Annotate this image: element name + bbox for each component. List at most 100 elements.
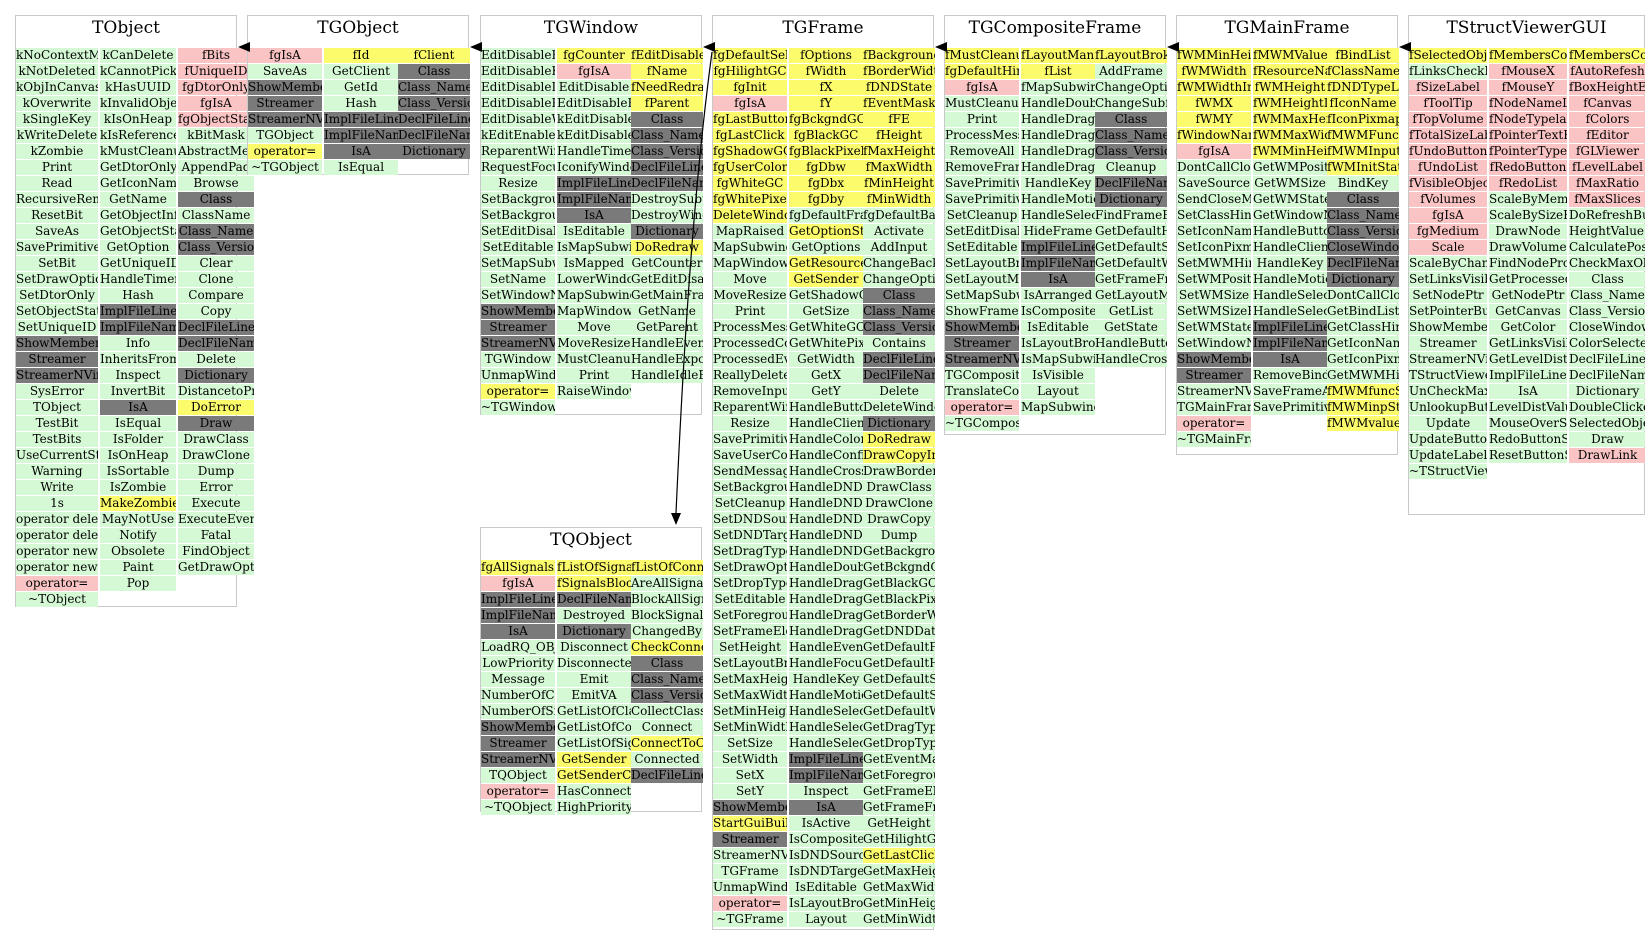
member-item: Class_Name — [178, 224, 254, 239]
member-item: fNeedRedraw — [631, 80, 703, 95]
member-column: fBindListfClassNamefDNDTypeListfIconName… — [1327, 48, 1399, 432]
member-item: DrawLink — [1569, 448, 1645, 463]
member-item: operator= — [248, 144, 322, 159]
member-item: Execute — [178, 496, 254, 511]
member-item: SaveFrameAsCodeOrImage — [1253, 384, 1327, 399]
member-item: UnmapWindow — [481, 368, 555, 383]
member-item: Connect — [631, 720, 703, 735]
member-item: kInvalidObject — [100, 96, 176, 111]
member-item: Fatal — [178, 528, 254, 543]
member-item: GetDefaultWidth — [863, 704, 935, 719]
member-item: HandleDragLeave — [1021, 144, 1095, 159]
member-item: fRedoList — [1489, 176, 1567, 191]
member-item: Class — [1095, 112, 1167, 127]
member-item: Inspect — [789, 784, 863, 799]
member-item: StreamerNVirtual — [713, 848, 787, 863]
member-item: StartGuiBuilding — [713, 816, 787, 831]
member-item: fSelectedObject — [1409, 48, 1487, 63]
member-item: DontCallClose — [1327, 288, 1399, 303]
member-item: ScaleByChangedSlot — [1409, 256, 1487, 271]
member-item: GetDefaultSize — [1095, 240, 1167, 255]
member-item: Streamer — [481, 736, 555, 751]
member-item: fBindList — [1327, 48, 1399, 63]
member-item: fWMX — [1177, 96, 1251, 111]
member-column: fMembersCountLabelfAutoRefeshfBoxHeightE… — [1569, 48, 1645, 464]
member-item: fGLViewer — [1569, 144, 1645, 159]
member-item: DrawBorder — [863, 464, 935, 479]
member-item: MapWindow — [713, 256, 787, 271]
member-item: fgIsA — [1177, 144, 1251, 159]
member-item: Dictionary — [1095, 192, 1167, 207]
member-item: Disconnect — [557, 640, 631, 655]
member-item: IsLayoutBroken — [1021, 336, 1095, 351]
member-item: fBorderWidth — [863, 64, 935, 79]
member-item: Resize — [713, 416, 787, 431]
member-item: Print — [557, 368, 631, 383]
member-item: kHasUUID — [100, 80, 176, 95]
member-item: fDNDTypeList — [1327, 80, 1399, 95]
member-item: Class_Version — [863, 320, 935, 335]
member-item: HandleDNDDrop — [789, 480, 863, 495]
member-item: fIconPixmap — [1327, 112, 1399, 127]
member-item: kSingleKey — [16, 112, 98, 127]
member-item: GetOptions — [789, 240, 863, 255]
member-item: HandleCrossing — [789, 464, 863, 479]
member-item: GetClassHints — [1327, 320, 1399, 335]
member-item: DeclFileName — [1095, 176, 1167, 191]
member-item: GetDragType — [863, 720, 935, 735]
member-item: GetWMState — [1253, 192, 1327, 207]
member-item: Streamer — [1177, 368, 1251, 383]
member-item: GetBorderWidth — [863, 608, 935, 623]
member-item: fgCounter — [557, 48, 631, 63]
member-item: IsA — [100, 400, 176, 415]
member-item: HandleDNDLeave — [789, 528, 863, 543]
member-item: MayNotUse — [100, 512, 176, 527]
member-item: ~TGMainFrame — [1177, 432, 1251, 447]
class-title: TGFrame — [782, 18, 864, 38]
member-item: IsA — [1021, 272, 1095, 287]
member-item: EditDisableLayout — [481, 80, 555, 95]
member-item: Streamer — [1409, 336, 1487, 351]
member-item: GetWhitePixel — [789, 336, 863, 351]
member-item: fColors — [1569, 112, 1645, 127]
member-item: HandleSelectionRequest — [789, 736, 863, 751]
member-item: DrawClone — [863, 496, 935, 511]
member-item: ScaleBySizeButton — [1489, 208, 1567, 223]
member-column: fBackgroundfBorderWidthfDNDStatefEventMa… — [863, 48, 935, 928]
member-item: ImplFileLine — [1489, 368, 1567, 383]
member-item: HasConnection — [557, 784, 631, 799]
member-item: TObject — [16, 400, 98, 415]
member-item: Resize — [481, 176, 555, 191]
member-item: DoRedraw — [863, 432, 935, 447]
member-item: Streamer — [481, 320, 555, 335]
member-item: RemoveAll — [945, 144, 1019, 159]
member-item: GetForeground — [863, 768, 935, 783]
member-item: Class_Version — [1569, 304, 1645, 319]
member-item: fgIsA — [945, 80, 1019, 95]
member-item: SetForegroundColor — [713, 608, 787, 623]
member-item: fList — [1021, 64, 1095, 79]
member-item: GetDefaultFrameBackground — [863, 640, 935, 655]
class-title: TObject — [92, 18, 160, 38]
member-item: SetFrameElement — [713, 624, 787, 639]
member-item: IsEditable — [1021, 320, 1095, 335]
member-item: HandleTimer — [100, 272, 176, 287]
member-item: Print — [713, 304, 787, 319]
member-item: IsOnHeap — [100, 448, 176, 463]
member-item: ColorSelectedSlot — [1569, 336, 1645, 351]
member-item: TestBits — [16, 432, 98, 447]
member-item: ImplFileLine — [324, 112, 398, 127]
member-item: fMaxSlices — [1569, 192, 1645, 207]
member-item: Update — [1409, 416, 1487, 431]
member-item: SetEditDisabled — [481, 224, 555, 239]
member-item: ConnectToClass — [631, 736, 703, 751]
member-item: GetFrameFromPoint — [1095, 272, 1167, 287]
member-item: fId — [324, 48, 398, 63]
member-item: IsVisible — [1021, 368, 1095, 383]
member-item: Dictionary — [631, 224, 703, 239]
member-item: fgShadowGC — [713, 144, 787, 159]
member-item: fResourceName — [1253, 64, 1327, 79]
member-item: DrawCopyInRectangle — [863, 448, 935, 463]
member-item: HandleSelection — [789, 704, 863, 719]
member-item: ReparentWindow — [481, 144, 555, 159]
